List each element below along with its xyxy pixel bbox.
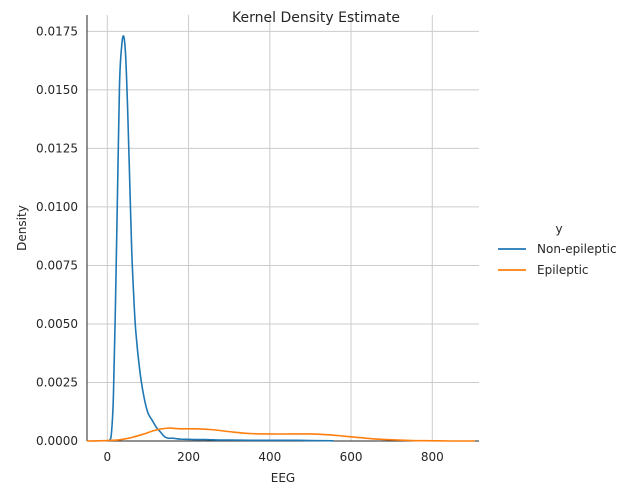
x-tick-label: 400 — [258, 450, 281, 464]
y-tick-label: 0.0025 — [36, 375, 78, 389]
y-tick-label: 0.0175 — [36, 24, 78, 38]
x-tick-label: 200 — [177, 450, 200, 464]
y-tick-label: 0.0050 — [36, 317, 78, 331]
x-tick-label: 0 — [103, 450, 111, 464]
tick-labels: 0 200 400 600 800 0.0000 0.0025 0.0050 0.0075 0.0… — [36, 24, 444, 464]
chart-title: Kernel Density Estimate — [232, 10, 400, 26]
series-lines — [86, 35, 475, 442]
y-axis-label: Density — [15, 205, 29, 251]
y-tick-label: 0.0125 — [36, 141, 78, 155]
y-tick-label: 0.0075 — [36, 258, 78, 272]
axes — [86, 15, 479, 442]
series-line-epileptic — [86, 427, 475, 442]
legend: y Non-epileptic Epileptic — [498, 222, 617, 277]
x-tick-label: 600 — [340, 450, 363, 464]
legend-title: y — [555, 222, 562, 236]
y-tick-label: 0.0000 — [36, 434, 78, 448]
grid-lines — [87, 15, 479, 442]
legend-label-non-epileptic: Non-epileptic — [537, 242, 617, 256]
x-axis-label: EEG — [271, 471, 295, 485]
x-tick-label: 800 — [421, 450, 444, 464]
y-tick-label: 0.0100 — [36, 200, 78, 214]
y-tick-label: 0.0150 — [36, 83, 78, 97]
legend-label-epileptic: Epileptic — [537, 263, 589, 277]
series-line-non-epileptic — [107, 35, 334, 442]
